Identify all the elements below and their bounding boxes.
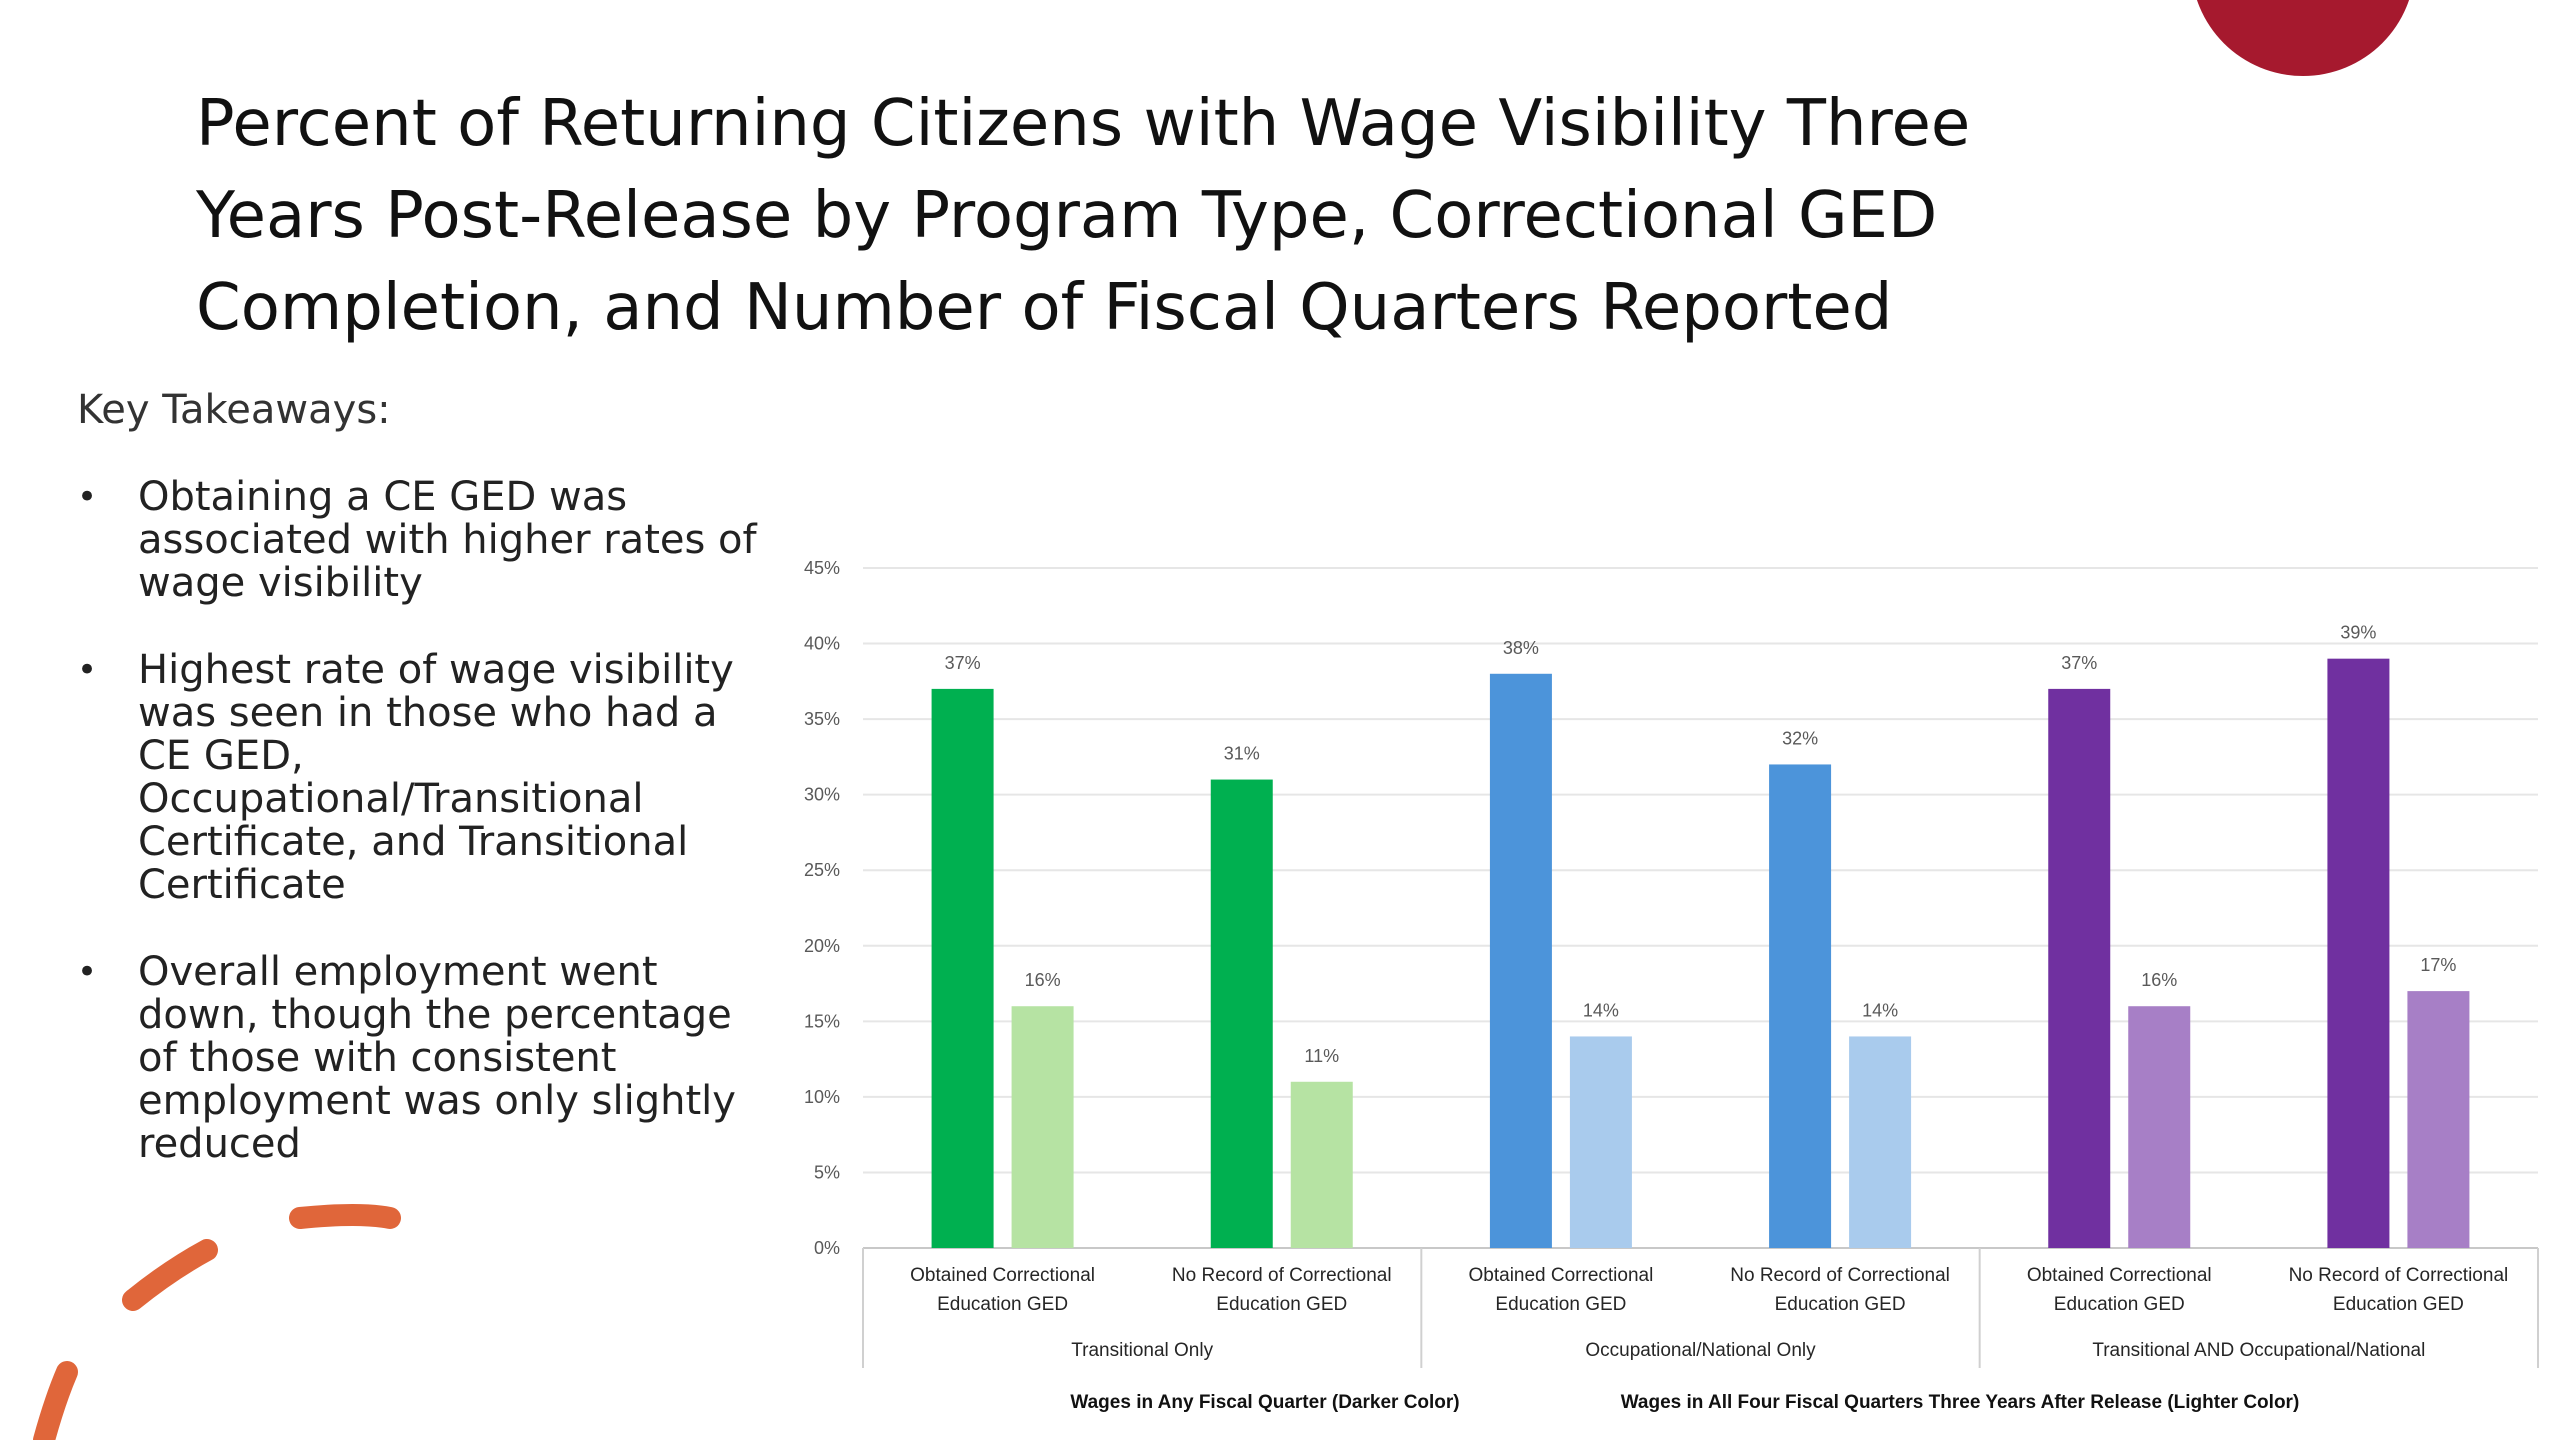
- takeaways-heading: Key Takeaways:: [77, 387, 391, 433]
- data-label: 37%: [2061, 653, 2097, 673]
- wage-visibility-bar-chart: 0% 5% 10% 15% 20% 25% 30% 35% 40% 45% 37% 16% Obtain…: [804, 558, 2539, 1413]
- y-tick-label: 10%: [804, 1087, 840, 1107]
- takeaway-item: • Overall employment went down, though t…: [77, 951, 777, 1166]
- takeaway-text: Obtaining a CE GED was associated with h…: [138, 474, 757, 606]
- y-tick-label: 25%: [804, 860, 840, 880]
- bar-any-quarter: [1210, 779, 1273, 1248]
- bar-all-four-quarters: [1011, 1006, 1074, 1248]
- x-category-label: No Record of Correctional: [2289, 1265, 2509, 1286]
- data-label: 14%: [1583, 1000, 1619, 1020]
- y-tick-label: 0%: [814, 1238, 840, 1258]
- x-group-label: Transitional Only: [1071, 1340, 1213, 1361]
- x-category-label: Obtained Correctional: [1469, 1265, 1654, 1286]
- accent-dash-2: [122, 1239, 218, 1311]
- bar-any-quarter: [2327, 658, 2390, 1248]
- x-category-label: Obtained Correctional: [2027, 1265, 2212, 1286]
- bar-any-quarter: [1489, 673, 1552, 1248]
- bar-all-four-quarters: [2128, 1006, 2191, 1248]
- data-label: 17%: [2420, 955, 2456, 975]
- slide-title: Percent of Returning Citizens with Wage …: [196, 87, 1971, 345]
- takeaway-item: • Highest rate of wage visibility was se…: [77, 649, 777, 907]
- y-tick-label: 5%: [814, 1162, 840, 1182]
- legend-entry: Wages in All Four Fiscal Quarters Three …: [1621, 1392, 2300, 1413]
- bar-all-four-quarters: [1849, 1036, 1912, 1248]
- bar-any-quarter: [931, 688, 994, 1248]
- x-category-label: No Record of Correctional: [1730, 1265, 1950, 1286]
- x-category-label: Obtained Correctional: [910, 1265, 1095, 1286]
- legend-entry: Wages in Any Fiscal Quarter (Darker Colo…: [1070, 1392, 1459, 1413]
- accent-circle: [2196, 0, 2410, 76]
- x-category-label: Education GED: [1216, 1294, 1347, 1315]
- takeaway-text: Overall employment went down, though the…: [138, 949, 736, 1167]
- y-tick-label: 35%: [804, 709, 840, 729]
- x-group-label: Occupational/National Only: [1585, 1340, 1816, 1361]
- accent-dash-1: [289, 1204, 401, 1229]
- data-label: 31%: [1224, 744, 1260, 764]
- x-category-label: Education GED: [1775, 1294, 1906, 1315]
- x-category-label: Education GED: [937, 1294, 1068, 1315]
- accent-dash-3: [33, 1361, 78, 1440]
- x-category-label: Education GED: [2054, 1294, 2185, 1315]
- data-label: 16%: [1025, 970, 1061, 990]
- x-category-label: No Record of Correctional: [1172, 1265, 1392, 1286]
- bar-all-four-quarters: [2407, 991, 2470, 1248]
- data-label: 16%: [2141, 970, 2177, 990]
- bullet-icon: •: [77, 477, 98, 517]
- takeaway-item: • Obtaining a CE GED was associated with…: [77, 476, 777, 605]
- data-label: 37%: [945, 653, 981, 673]
- bullet-icon: •: [77, 952, 98, 992]
- takeaways-list: • Obtaining a CE GED was associated with…: [77, 476, 777, 1210]
- takeaway-text: Highest rate of wage visibility was seen…: [138, 647, 734, 908]
- data-label: 11%: [1304, 1046, 1339, 1066]
- y-tick-label: 30%: [804, 785, 840, 805]
- y-tick-label: 20%: [804, 936, 840, 956]
- data-label: 38%: [1503, 638, 1539, 658]
- y-tick-label: 15%: [804, 1011, 840, 1031]
- bar-any-quarter: [2048, 688, 2111, 1248]
- bar-all-four-quarters: [1290, 1081, 1353, 1248]
- bullet-icon: •: [77, 650, 98, 690]
- bar-any-quarter: [1769, 764, 1832, 1248]
- data-label: 32%: [1782, 728, 1818, 748]
- data-label: 39%: [2340, 623, 2376, 643]
- y-tick-label: 40%: [804, 634, 840, 654]
- bar-all-four-quarters: [1569, 1036, 1632, 1248]
- x-category-label: Education GED: [2333, 1294, 2464, 1315]
- x-category-label: Education GED: [1495, 1294, 1626, 1315]
- y-tick-label: 45%: [804, 558, 840, 578]
- x-group-label: Transitional AND Occupational/National: [2092, 1340, 2425, 1361]
- data-label: 14%: [1862, 1000, 1898, 1020]
